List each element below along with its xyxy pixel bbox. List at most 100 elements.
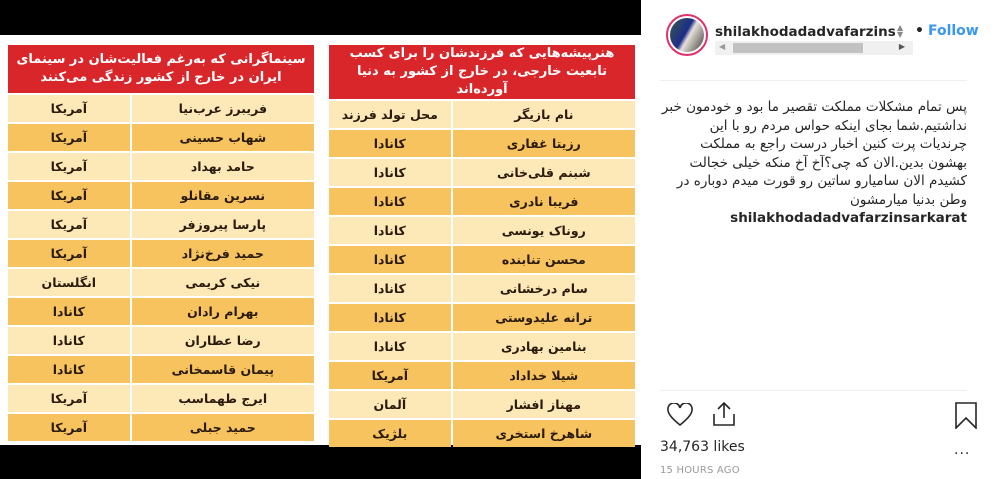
name-cell: فریبا نادری	[452, 188, 635, 215]
table-row: روناک یونسی کانادا	[329, 217, 635, 244]
name-cell: نام بازیگر	[452, 101, 635, 128]
separator-dot: •	[915, 23, 924, 39]
name-cell: رضا عطاران	[131, 327, 314, 354]
caption-text: پس تمام مشکلات مملکت تقصیر ما بود و خودم…	[661, 99, 967, 208]
post-sidebar: shilakhodadadvafarzinsarkarat ▲▼ •Follow…	[641, 0, 1000, 479]
name-cell: محسن تنابنده	[452, 246, 635, 273]
country-cell: آمریکا	[8, 95, 130, 122]
post-media: سینماگرانی که به‌رغم فعالیت‌شان در سینما…	[0, 0, 641, 479]
table-row: نسرین مقانلو آمریکا	[8, 182, 314, 209]
country-cell: بلژیک	[329, 420, 451, 447]
avatar[interactable]	[666, 14, 708, 56]
country-cell: کانادا	[329, 217, 451, 244]
country-cell: کانادا	[329, 275, 451, 302]
name-cell: پارسا پیروزفر	[131, 211, 314, 238]
country-cell: محل تولد فرزند	[329, 101, 451, 128]
caption-username[interactable]: shilakhodadadvafarzinsarkarat	[730, 210, 967, 226]
scroll-arrows-icon[interactable]: ▲ ▼	[897, 23, 904, 39]
scrollbar-thumb[interactable]	[733, 43, 863, 53]
name-cell: روناک یونسی	[452, 217, 635, 244]
table-row: سام درخشانی کانادا	[329, 275, 635, 302]
name-cell: حامد بهداد	[131, 153, 314, 180]
country-cell: انگلستان	[8, 269, 130, 296]
table-filmmakers-abroad: سینماگرانی که به‌رغم فعالیت‌شان در سینما…	[6, 43, 316, 443]
horizontal-scrollbar[interactable]: ◀ ▶	[715, 41, 913, 55]
country-cell: کانادا	[8, 298, 130, 325]
table-row: حمید جبلی آمریکا	[8, 414, 314, 441]
table-row: مهناز افشار آلمان	[329, 391, 635, 418]
country-cell: آلمان	[329, 391, 451, 418]
name-cell: مهناز افشار	[452, 391, 635, 418]
name-cell: شبنم قلی‌خانی	[452, 159, 635, 186]
table-title: سینماگرانی که به‌رغم فعالیت‌شان در سینما…	[8, 45, 314, 93]
country-cell: کانادا	[329, 304, 451, 331]
table-row: فریبرز عرب‌نیا آمریکا	[8, 95, 314, 122]
table-row: شهاب حسینی آمریکا	[8, 124, 314, 151]
name-cell: بنامین بهادری	[452, 333, 635, 360]
country-cell: آمریکا	[8, 182, 130, 209]
table-row: شاهرخ استخری بلژیک	[329, 420, 635, 447]
table-row: پیمان قاسمخانی کانادا	[8, 356, 314, 383]
name-cell: فریبرز عرب‌نیا	[131, 95, 314, 122]
scroll-left-icon[interactable]: ◀	[719, 42, 726, 51]
name-cell: ایرج طهماسب	[131, 385, 314, 412]
name-cell: نسرین مقانلو	[131, 182, 314, 209]
table-row: حامد بهداد آمریکا	[8, 153, 314, 180]
follow-label: Follow	[927, 23, 979, 39]
country-cell: آمریکا	[8, 211, 130, 238]
share-icon[interactable]	[712, 401, 736, 431]
country-cell: آمریکا	[8, 414, 130, 441]
name-cell: رزیتا غفاری	[452, 130, 635, 157]
table-row: پارسا پیروزفر آمریکا	[8, 211, 314, 238]
country-cell: آمریکا	[8, 385, 130, 412]
country-cell: آمریکا	[329, 362, 451, 389]
follow-button[interactable]: • Follow	[915, 23, 979, 39]
table-row: نام بازیگر محل تولد فرزند	[329, 101, 635, 128]
username-link[interactable]: shilakhodadadvafarzinsarkarat	[715, 24, 895, 40]
country-cell: کانادا	[329, 333, 451, 360]
country-cell: کانادا	[329, 130, 451, 157]
table-row: شبنم قلی‌خانی کانادا	[329, 159, 635, 186]
caption: پس تمام مشکلات مملکت تقصیر ما بود و خودم…	[660, 98, 967, 228]
table-row: نیکی کریمی انگلستان	[8, 269, 314, 296]
name-cell: شاهرخ استخری	[452, 420, 635, 447]
name-cell: سام درخشانی	[452, 275, 635, 302]
name-cell: شهاب حسینی	[131, 124, 314, 151]
table-row: ایرج طهماسب آمریکا	[8, 385, 314, 412]
heart-icon[interactable]	[667, 402, 693, 431]
divider	[660, 390, 967, 391]
table-row: رضا عطاران کانادا	[8, 327, 314, 354]
divider	[660, 80, 967, 81]
country-cell: کانادا	[8, 327, 130, 354]
table-row: بهرام رادان کانادا	[8, 298, 314, 325]
table-row: ترانه علیدوستی کانادا	[329, 304, 635, 331]
country-cell: کانادا	[329, 188, 451, 215]
bookmark-icon[interactable]	[955, 402, 977, 433]
table-row: فریبا نادری کانادا	[329, 188, 635, 215]
post-image: سینماگرانی که به‌رغم فعالیت‌شان در سینما…	[0, 35, 641, 447]
name-cell: حمید جبلی	[131, 414, 314, 441]
country-cell: کانادا	[329, 159, 451, 186]
country-cell: کانادا	[329, 246, 451, 273]
table-row: رزیتا غفاری کانادا	[329, 130, 635, 157]
like-count[interactable]: 34,763 likes	[660, 439, 745, 455]
table-row: محسن تنابنده کانادا	[329, 246, 635, 273]
scroll-right-icon[interactable]: ▶	[898, 42, 905, 51]
table-title: هنرپیشه‌هایی که فرزندشان را برای کسب تاب…	[329, 45, 635, 99]
timestamp[interactable]: 15 HOURS AGO	[660, 465, 740, 476]
name-cell: نیکی کریمی	[131, 269, 314, 296]
more-options-button[interactable]: ...	[954, 442, 971, 458]
table-row: شیلا خداداد آمریکا	[329, 362, 635, 389]
name-cell: ترانه علیدوستی	[452, 304, 635, 331]
name-cell: شیلا خداداد	[452, 362, 635, 389]
country-cell: آمریکا	[8, 240, 130, 267]
table-actors-children-abroad: هنرپیشه‌هایی که فرزندشان را برای کسب تاب…	[327, 43, 637, 449]
country-cell: آمریکا	[8, 124, 130, 151]
country-cell: آمریکا	[8, 153, 130, 180]
table-row: بنامین بهادری کانادا	[329, 333, 635, 360]
country-cell: کانادا	[8, 356, 130, 383]
table-row: حمید فرخ‌نژاد آمریکا	[8, 240, 314, 267]
name-cell: پیمان قاسمخانی	[131, 356, 314, 383]
name-cell: حمید فرخ‌نژاد	[131, 240, 314, 267]
name-cell: بهرام رادان	[131, 298, 314, 325]
